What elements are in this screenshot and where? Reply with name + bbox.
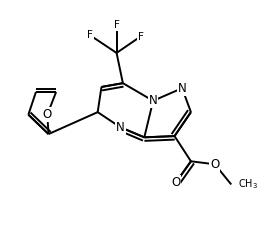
Text: O: O <box>171 176 181 189</box>
Text: CH$_3$: CH$_3$ <box>238 178 258 191</box>
Text: N: N <box>178 82 187 95</box>
Text: O: O <box>43 108 52 121</box>
Text: F: F <box>137 32 144 42</box>
Text: N: N <box>149 94 158 107</box>
Text: N: N <box>116 121 125 134</box>
Text: O: O <box>210 158 219 171</box>
Text: F: F <box>114 20 120 30</box>
Text: F: F <box>87 30 93 40</box>
